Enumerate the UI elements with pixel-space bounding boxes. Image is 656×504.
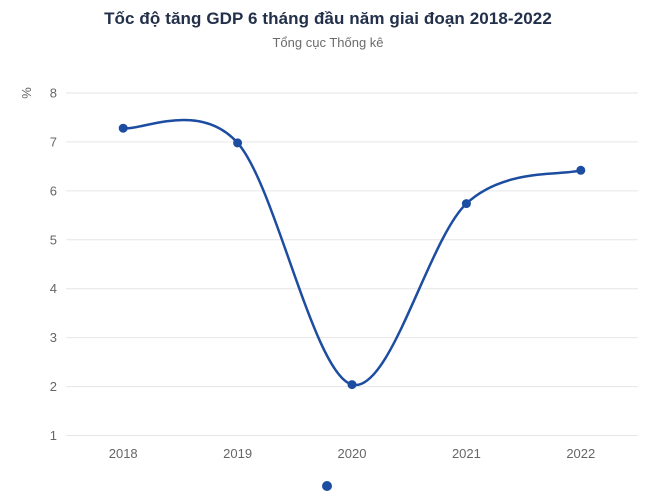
y-axis-label-4: 4 <box>50 281 57 296</box>
x-axis-label-2018: 2018 <box>109 446 138 461</box>
y-axis-label-6: 6 <box>50 183 57 198</box>
y-axis-title: % <box>19 87 34 99</box>
y-axis-label-8: 8 <box>50 86 57 101</box>
x-axis-label-2020: 2020 <box>338 446 367 461</box>
legend-marker[interactable] <box>322 481 332 491</box>
y-axis-label-7: 7 <box>50 134 57 149</box>
x-axis-label-2022: 2022 <box>566 446 595 461</box>
chart-title: Tốc độ tăng GDP 6 tháng đầu năm giai đoạ… <box>104 9 552 28</box>
data-point-2019[interactable] <box>233 138 243 148</box>
chart-subtitle: Tổng cục Thống kê <box>272 35 384 50</box>
y-axis-label-3: 3 <box>50 330 57 345</box>
data-point-2022[interactable] <box>576 165 586 175</box>
y-axis-label-1: 1 <box>50 428 57 443</box>
x-axis-label-2021: 2021 <box>452 446 481 461</box>
data-point-2020[interactable] <box>347 380 357 390</box>
data-point-2018[interactable] <box>118 123 128 133</box>
y-axis-label-5: 5 <box>50 232 57 247</box>
x-axis-label-2019: 2019 <box>223 446 252 461</box>
data-point-2021[interactable] <box>461 199 471 209</box>
series-line <box>121 118 583 386</box>
y-axis-label-2: 2 <box>50 379 57 394</box>
